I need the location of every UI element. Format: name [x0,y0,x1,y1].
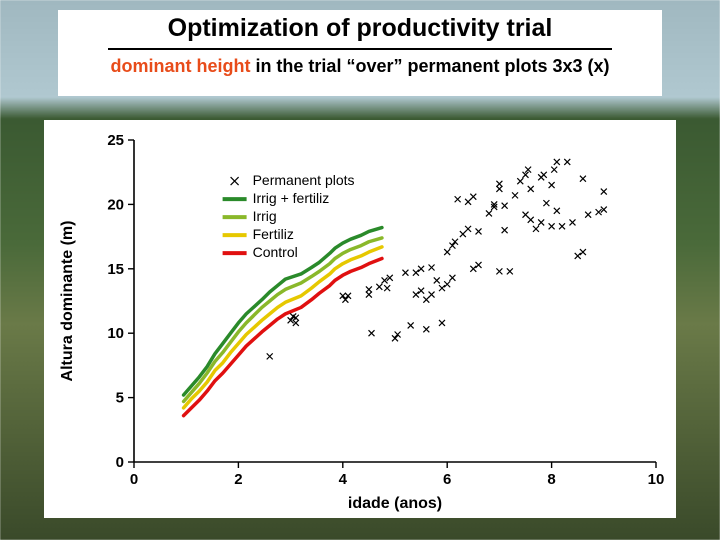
page-title: Optimization of productivity trial [0,14,720,43]
svg-text:20: 20 [107,196,124,213]
svg-text:Irrig: Irrig [253,208,277,224]
svg-text:Control: Control [253,244,298,260]
svg-text:idade (anos): idade (anos) [348,495,442,512]
svg-text:Fertiliz: Fertiliz [253,226,294,242]
svg-text:6: 6 [443,471,451,488]
svg-text:10: 10 [107,325,124,342]
title-underline [108,48,612,50]
subtitle: dominant height in the trial “over” perm… [0,56,720,77]
svg-text:Altura dominante (m): Altura dominante (m) [59,221,76,382]
svg-text:Permanent plots: Permanent plots [253,172,355,188]
subtitle-rest: in the trial “over” permanent plots 3x3 … [250,56,609,76]
svg-text:0: 0 [116,454,124,471]
svg-text:4: 4 [339,471,348,488]
subtitle-accent: dominant height [110,56,250,76]
svg-text:15: 15 [107,261,124,278]
svg-text:2: 2 [234,471,242,488]
svg-text:25: 25 [107,132,124,149]
height-vs-age-chart: 0 2 4 6 8 10 0 5 10 15 20 25 idade (anos) Altura domi… [44,120,676,518]
svg-text:8: 8 [547,471,555,488]
title-text: Optimization of productivity trial [168,14,553,42]
svg-text:10: 10 [648,471,665,488]
svg-text:5: 5 [116,390,124,407]
chart-container: 0 2 4 6 8 10 0 5 10 15 20 25 idade (anos) Altura domi… [44,120,676,518]
svg-text:0: 0 [130,471,138,488]
svg-text:Irrig + fertiliz: Irrig + fertiliz [253,190,330,206]
